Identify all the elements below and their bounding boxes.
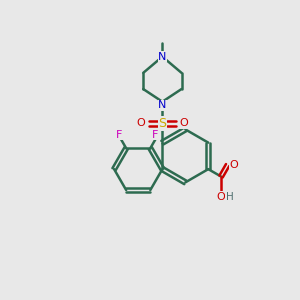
Text: O: O [136,118,145,128]
Text: O: O [179,118,188,128]
Text: F: F [152,130,159,140]
Text: S: S [158,117,166,130]
Text: F: F [116,130,123,140]
Text: O: O [229,160,238,170]
Text: H: H [226,192,234,202]
Text: N: N [158,52,166,62]
Text: O: O [217,191,225,202]
Text: N: N [158,100,166,110]
